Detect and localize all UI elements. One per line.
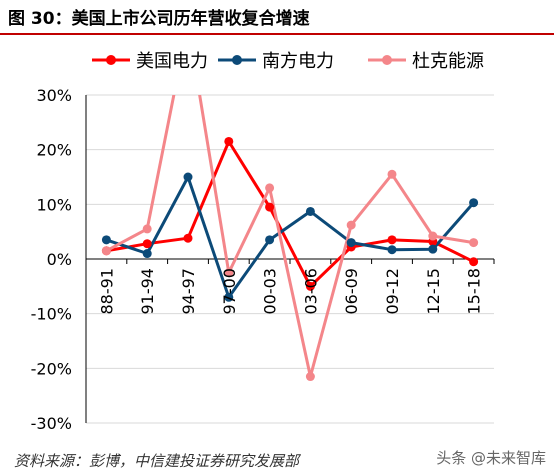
legend-item: 美国电力 [92, 51, 208, 72]
source-note: 资料来源：彭博，中信建投证券研究发展部 [14, 452, 300, 470]
data-point-series-2 [305, 206, 315, 216]
x-tick-label: 09-12 [383, 268, 402, 315]
x-tick-label: 03-06 [301, 268, 320, 315]
y-tick-label: -30% [31, 414, 72, 433]
data-point-series-2 [469, 198, 479, 208]
data-point-series-1 [224, 136, 234, 146]
y-tick-label: 20% [36, 141, 72, 160]
legend-label: 杜克能源 [412, 51, 484, 72]
data-point-series-3 [387, 169, 397, 179]
data-point-series-1 [183, 233, 193, 243]
x-tick-label: 12-15 [424, 268, 443, 315]
data-point-series-1 [265, 202, 275, 212]
figure-header: 图 30：美国上市公司历年营收复合增速 [0, 0, 554, 35]
data-point-series-2 [101, 235, 111, 245]
legend-item: 杜克能源 [368, 51, 484, 72]
data-point-series-3 [305, 372, 315, 382]
data-point-series-1 [142, 239, 152, 249]
data-point-series-2 [183, 172, 193, 182]
data-point-series-3 [224, 268, 234, 278]
legend-marker [382, 55, 392, 65]
data-point-series-3 [469, 238, 479, 248]
legend-label: 南方电力 [262, 51, 334, 72]
x-tick-label: 91-94 [138, 268, 157, 315]
x-tick-label: 15-18 [465, 268, 484, 315]
y-tick-label: 0% [47, 250, 72, 269]
y-tick-label: 10% [36, 195, 72, 214]
data-point-series-2 [346, 238, 356, 248]
series-line-1 [106, 140, 475, 288]
legend-marker [106, 55, 116, 65]
y-tick-label: -10% [31, 305, 72, 324]
x-tick-label: 06-09 [342, 268, 361, 315]
data-point-series-1 [387, 235, 397, 245]
data-point-series-3 [142, 224, 152, 234]
y-tick-label: -20% [31, 359, 72, 378]
data-point-series-3 [265, 183, 275, 193]
data-point-series-1 [305, 281, 315, 291]
data-point-series-2 [142, 249, 152, 259]
data-point-series-3 [428, 231, 438, 241]
data-point-series-2 [387, 245, 397, 255]
x-tick-label: 88-91 [97, 268, 116, 315]
x-tick-label: 00-03 [261, 268, 280, 315]
data-point-series-3 [101, 246, 111, 256]
data-point-series-1 [469, 257, 479, 267]
watermark: 头条 @未来智库 [436, 449, 546, 467]
series-line-2 [105, 175, 475, 299]
data-point-series-2 [265, 235, 275, 245]
data-point-series-2 [224, 292, 234, 302]
x-tick-label: 94-97 [179, 268, 198, 315]
x-tick-label: 97-00 [220, 268, 239, 315]
legend-marker [232, 55, 242, 65]
data-point-series-2 [428, 244, 438, 254]
figure-title: 图 30：美国上市公司历年营收复合增速 [8, 9, 310, 29]
data-point-series-3 [346, 220, 356, 230]
series-line-3 [105, 95, 474, 378]
legend-label: 美国电力 [136, 51, 208, 72]
y-tick-label: 30% [36, 86, 72, 105]
legend-item: 南方电力 [218, 51, 334, 72]
